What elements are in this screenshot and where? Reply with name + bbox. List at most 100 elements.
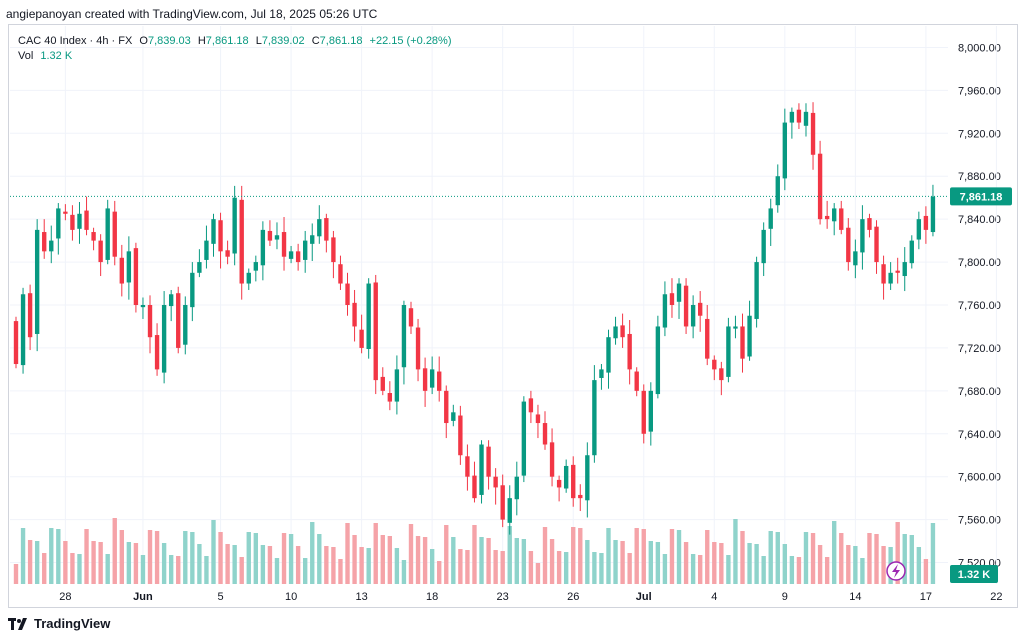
candle-body[interactable] [719, 368, 724, 381]
candle-body[interactable] [789, 111, 795, 123]
candle-body[interactable] [874, 226, 879, 263]
candle-body[interactable] [401, 305, 407, 368]
candle-body[interactable] [204, 240, 209, 260]
candle-body[interactable] [733, 326, 738, 329]
candle-body[interactable] [726, 326, 731, 377]
candle-body[interactable] [881, 264, 886, 284]
candle-body[interactable] [860, 219, 865, 253]
candle-body[interactable] [63, 211, 68, 214]
candle-body[interactable] [930, 196, 936, 233]
candle-body[interactable] [218, 220, 223, 252]
candle-body[interactable] [697, 302, 703, 316]
candle-body[interactable] [888, 272, 893, 284]
candle-body[interactable] [225, 250, 230, 257]
candle-body[interactable] [359, 329, 364, 348]
candle-body[interactable] [578, 494, 583, 499]
candle-body[interactable] [712, 359, 717, 370]
candle-body[interactable] [486, 446, 491, 477]
candle-body[interactable] [239, 199, 244, 284]
candle-body[interactable] [761, 229, 766, 264]
candle-body[interactable] [105, 208, 110, 260]
candle-body[interactable] [408, 308, 414, 327]
candle-body[interactable] [620, 325, 625, 338]
candle-body[interactable] [599, 369, 604, 378]
candle-body[interactable] [154, 335, 160, 370]
candle-body[interactable] [592, 380, 597, 456]
candle-body[interactable] [705, 318, 710, 359]
candle-body[interactable] [817, 153, 823, 220]
candle-body[interactable] [676, 283, 682, 302]
candle-body[interactable] [253, 262, 259, 271]
candle-body[interactable] [444, 390, 449, 424]
candle-body[interactable] [190, 272, 195, 308]
candle-body[interactable] [839, 208, 844, 230]
candle-body[interactable] [324, 218, 329, 241]
candle-body[interactable] [437, 371, 442, 391]
candle-body[interactable] [70, 214, 75, 230]
candle-body[interactable] [91, 232, 96, 241]
candle-body[interactable] [176, 293, 181, 348]
candle-body[interactable] [246, 272, 251, 284]
candle-body[interactable] [521, 401, 527, 476]
candle-body[interactable] [232, 197, 237, 254]
candle-body[interactable] [803, 111, 809, 126]
candle-body[interactable] [669, 293, 675, 305]
candle-body[interactable] [211, 219, 216, 244]
candle-body[interactable] [34, 229, 40, 334]
candle-body[interactable] [380, 376, 385, 391]
candle-body[interactable] [267, 230, 273, 241]
candle-body[interactable] [556, 479, 562, 488]
candle-body[interactable] [20, 294, 26, 366]
candle-body[interactable] [317, 219, 322, 237]
candle-body[interactable] [133, 248, 139, 305]
candle-body[interactable] [161, 305, 167, 373]
candle-body[interactable] [683, 285, 689, 327]
candle-body[interactable] [27, 293, 33, 338]
candle-body[interactable] [782, 122, 788, 179]
candle-body[interactable] [465, 456, 470, 477]
candle-body[interactable] [846, 227, 851, 263]
candle-body[interactable] [648, 390, 653, 432]
candle-body[interactable] [303, 240, 308, 260]
candle-body[interactable] [810, 112, 816, 155]
candle-body[interactable] [84, 210, 89, 230]
candle-body[interactable] [747, 315, 752, 357]
candle-body[interactable] [168, 294, 174, 307]
candle-body[interactable] [542, 423, 548, 445]
candle-body[interactable] [422, 368, 428, 391]
candle-body[interactable] [415, 327, 421, 370]
candle-body[interactable] [119, 257, 124, 284]
candle-body[interactable] [472, 475, 477, 499]
candle-body[interactable] [260, 229, 266, 266]
candle-body[interactable] [288, 251, 294, 259]
candle-body[interactable] [56, 208, 61, 239]
candle-body[interactable] [429, 369, 435, 388]
candle-body[interactable] [754, 262, 759, 319]
candle-body[interactable] [140, 305, 146, 308]
candle-body[interactable] [690, 305, 696, 327]
candle-body[interactable] [796, 109, 802, 123]
candle-body[interactable] [867, 218, 872, 230]
candle-body[interactable] [493, 476, 498, 488]
candle-body[interactable] [479, 444, 484, 495]
candle-body[interactable] [281, 232, 287, 257]
candle-body[interactable] [535, 414, 541, 424]
candle-body[interactable] [655, 326, 661, 395]
candle-body[interactable] [563, 465, 569, 489]
candle-body[interactable] [613, 326, 618, 339]
candle-body[interactable] [394, 369, 400, 402]
candle-body[interactable] [373, 282, 378, 381]
candle-body[interactable] [274, 235, 280, 240]
candle-body[interactable] [352, 302, 357, 327]
candle-body[interactable] [77, 213, 82, 229]
candle-body[interactable] [451, 412, 456, 421]
candle-body[interactable] [98, 240, 103, 263]
candle-body[interactable] [49, 240, 54, 252]
candle-body[interactable] [824, 215, 830, 220]
candle-body[interactable] [895, 270, 900, 273]
candle-body[interactable] [366, 283, 371, 349]
candle-body[interactable] [338, 264, 343, 284]
candle-body[interactable] [112, 211, 117, 257]
candle-body[interactable] [853, 251, 858, 266]
candle-body[interactable] [571, 464, 576, 499]
